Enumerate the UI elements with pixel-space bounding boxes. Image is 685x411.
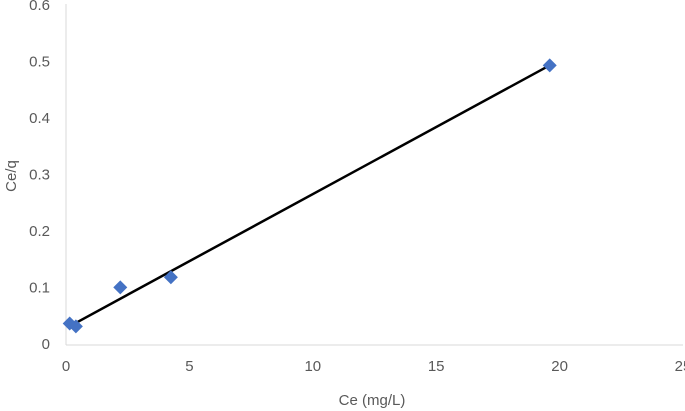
y-tick-label: 0.4 <box>29 110 50 127</box>
marker <box>163 270 178 285</box>
y-tick-label: 0.3 <box>29 166 50 183</box>
x-tick-label: 5 <box>185 358 193 375</box>
y-tick-label: 0.6 <box>29 0 50 14</box>
x-tick-label: 10 <box>304 358 321 375</box>
y-tick-label: 0.1 <box>29 279 50 296</box>
y-tick-label: 0 <box>42 336 50 353</box>
y-tick-label: 0.5 <box>29 53 50 70</box>
x-tick-label: 0 <box>62 358 70 375</box>
marker <box>68 319 83 334</box>
x-tick-label: 25 <box>675 358 685 375</box>
x-tick-label: 20 <box>551 358 568 375</box>
x-axis-label: Ce (mg/L) <box>339 392 406 409</box>
y-axis-label: Ce/q <box>3 160 20 192</box>
marker <box>113 280 128 295</box>
marker <box>542 58 557 73</box>
x-tick-label: 15 <box>428 358 445 375</box>
y-tick-label: 0.2 <box>29 223 50 240</box>
trendline <box>67 64 551 329</box>
